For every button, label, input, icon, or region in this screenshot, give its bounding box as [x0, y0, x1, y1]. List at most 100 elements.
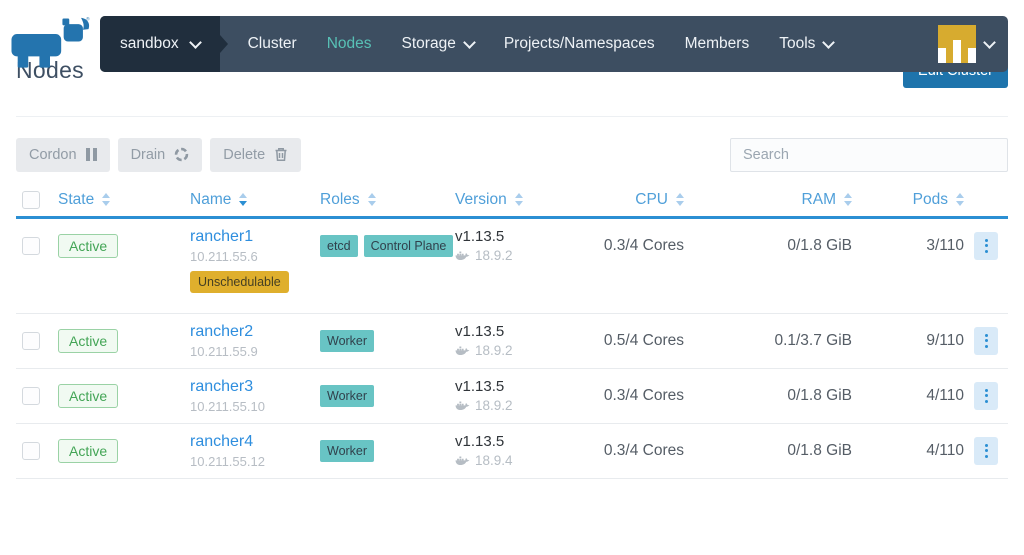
docker-version: 18.9.2	[475, 398, 513, 414]
table-row: Active rancher2 10.211.55.9 Worker v1.13…	[16, 314, 1008, 369]
docker-version: 18.9.2	[475, 343, 513, 359]
node-name-link[interactable]: rancher2	[190, 322, 254, 340]
nodes-table: State Name Roles Version CPU RAM Pods	[16, 184, 1008, 479]
pause-icon	[85, 148, 97, 162]
node-ip: 10.211.55.10	[190, 398, 265, 414]
nav-item-storage[interactable]: Storage	[401, 35, 476, 53]
row-actions-menu-button[interactable]	[974, 381, 998, 410]
nav-item-label: Storage	[401, 35, 456, 52]
pods-cell: 4/110	[926, 441, 964, 459]
main-navbar: sandbox Cluster Nodes Storage Projects/N…	[100, 16, 1008, 72]
drain-label: Drain	[130, 146, 166, 163]
rancher-logo[interactable]: ®	[0, 15, 100, 72]
select-all-cell	[16, 190, 48, 209]
user-avatar	[938, 25, 976, 63]
column-label: State	[58, 190, 95, 208]
select-all-checkbox[interactable]	[22, 190, 40, 209]
role-badge: Worker	[320, 329, 375, 352]
column-label: Roles	[320, 190, 360, 208]
sort-icon	[956, 193, 964, 207]
column-header-name[interactable]: Name	[180, 191, 310, 209]
title-divider	[16, 115, 1008, 117]
nav-items: Cluster Nodes Storage Projects/Namespace…	[248, 35, 836, 53]
trash-icon	[275, 148, 287, 162]
row-checkbox[interactable]	[22, 236, 40, 255]
kubernetes-version: v1.13.5	[455, 433, 505, 451]
sync-icon	[175, 148, 189, 162]
status-badge: Active	[58, 383, 119, 408]
sort-icon-active	[239, 193, 248, 207]
nav-item-label: Members	[684, 35, 750, 52]
docker-icon	[455, 401, 470, 410]
cluster-selector-dropdown[interactable]: sandbox	[100, 16, 228, 72]
delete-button[interactable]: Delete	[210, 137, 302, 172]
ram-cell: 0/1.8 GiB	[787, 386, 852, 404]
sort-icon	[676, 193, 684, 207]
role-badge: etcd	[320, 234, 358, 257]
status-badge: Active	[58, 438, 119, 463]
node-name-link[interactable]: rancher3	[190, 377, 254, 395]
column-label: Version	[455, 190, 507, 208]
row-checkbox[interactable]	[22, 441, 40, 460]
column-label: RAM	[801, 190, 836, 208]
docker-icon	[455, 456, 470, 465]
cordon-button[interactable]: Cordon	[16, 137, 110, 172]
status-badge: Active	[58, 328, 119, 353]
column-header-version[interactable]: Version	[445, 191, 573, 209]
nav-item-nodes[interactable]: Nodes	[327, 35, 372, 53]
nav-item-members[interactable]: Members	[685, 35, 750, 53]
kubernetes-version: v1.13.5	[455, 323, 505, 341]
node-ip: 10.211.55.12	[190, 453, 265, 469]
row-actions-menu-button[interactable]	[974, 231, 998, 260]
role-badge: Worker	[320, 439, 375, 462]
table-header-row: State Name Roles Version CPU RAM Pods	[16, 184, 1008, 219]
docker-icon	[455, 346, 470, 355]
chevron-down-icon	[188, 35, 202, 49]
nav-item-cluster[interactable]: Cluster	[248, 35, 297, 53]
column-label: Pods	[912, 190, 948, 208]
column-header-ram[interactable]: RAM	[684, 191, 852, 209]
cpu-cell: 0.5/4 Cores	[603, 331, 684, 349]
role-badge: Worker	[320, 384, 375, 407]
column-header-pods[interactable]: Pods	[852, 191, 964, 209]
kubernetes-version: v1.13.5	[455, 378, 505, 396]
top-bar: ® sandbox Cluster Nodes Storage Projects…	[0, 15, 1008, 72]
cpu-cell: 0.3/4 Cores	[603, 441, 684, 459]
search-input[interactable]	[730, 137, 1008, 172]
role-badge: Control Plane	[363, 234, 454, 257]
kubernetes-version: v1.13.5	[455, 228, 505, 246]
nav-item-label: Projects/Namespaces	[503, 35, 655, 52]
nav-item-label: Tools	[779, 35, 816, 52]
pods-cell: 4/110	[926, 386, 964, 404]
cpu-cell: 0.3/4 Cores	[603, 386, 684, 404]
node-name-link[interactable]: rancher1	[190, 227, 254, 245]
chevron-down-icon	[822, 35, 836, 49]
table-row: Active rancher3 10.211.55.10 Worker v1.1…	[16, 369, 1008, 424]
nodes-toolbar: Cordon Drain Delete	[16, 137, 1008, 172]
nav-item-label: Cluster	[247, 35, 297, 52]
column-header-state[interactable]: State	[48, 191, 180, 209]
nav-item-projects-namespaces[interactable]: Projects/Namespaces	[504, 35, 655, 53]
row-actions-menu-button[interactable]	[974, 436, 998, 465]
drain-button[interactable]: Drain	[117, 137, 203, 172]
pods-cell: 9/110	[926, 331, 964, 349]
cordon-label: Cordon	[29, 146, 77, 163]
ram-cell: 0/1.8 GiB	[787, 236, 852, 254]
node-name-link[interactable]: rancher4	[190, 432, 254, 450]
table-row: Active rancher4 10.211.55.12 Worker v1.1…	[16, 424, 1008, 479]
node-ip: 10.211.55.9	[190, 343, 258, 359]
node-tags: Unschedulable	[180, 270, 445, 313]
column-header-cpu[interactable]: CPU	[573, 191, 684, 209]
cpu-cell: 0.3/4 Cores	[603, 236, 684, 254]
user-menu[interactable]	[938, 25, 996, 63]
pods-cell: 3/110	[926, 236, 964, 254]
column-header-roles[interactable]: Roles	[310, 191, 445, 209]
rancher-bull-icon: ®	[11, 15, 90, 68]
row-checkbox[interactable]	[22, 331, 40, 350]
row-actions-menu-button[interactable]	[974, 326, 998, 355]
row-checkbox[interactable]	[22, 386, 40, 405]
cluster-selector-label: sandbox	[120, 35, 179, 52]
sort-icon	[367, 193, 376, 207]
nav-item-tools[interactable]: Tools	[779, 35, 836, 53]
nav-item-label: Nodes	[326, 35, 372, 52]
